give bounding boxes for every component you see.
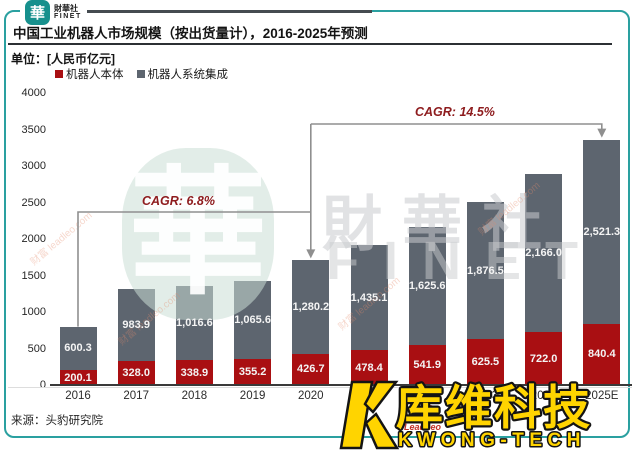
value-label: 625.5 [471,356,500,369]
axis-shadow-line [8,387,632,388]
bar-2017-system-integration: 983.9 [117,289,155,362]
legend-item-1: 机器人系统集成 [136,66,229,82]
x-tick-2023: 2023 [472,390,499,402]
value-label: 2,521.3 [583,225,621,238]
value-label: 200.1 [64,371,92,384]
y-tick-1500: 1500 [21,269,46,282]
legend-item-0: 机器人本体 [55,66,124,82]
bar-2016-system-integration: 600.3 [59,326,97,371]
value-label: 1,435.1 [350,291,388,304]
finet-logo: 華 財華社 FINET [20,0,87,25]
value-label: 426.7 [297,363,325,376]
value-label: 600.3 [64,342,92,355]
bar-2021-robot-body: 478.4 [350,350,388,385]
y-tick-2000: 2000 [21,233,46,245]
bar-2022-robot-body: 541.9 [408,345,446,385]
value-label: 2,166.0 [525,247,562,260]
source-note: 来源：头豹研究院 [11,415,103,427]
brand-name-cn: 財華社 [54,3,78,13]
y-tick-3500: 3500 [21,123,46,136]
bar-2020-system-integration: 1,280.2 [292,260,330,354]
x-tick-2022: 2022 [414,390,440,402]
y-tick-500: 500 [27,342,46,355]
brand-name-en: FINET [54,12,82,20]
value-label: 355.2 [238,366,267,379]
value-label: 1,280.2 [292,301,330,314]
bar-2020-robot-body: 426.7 [292,353,330,385]
x-tick-2020: 2020 [298,390,324,402]
value-label: 840.4 [588,348,616,361]
header-rule [72,10,372,13]
bar-2025E-robot-body: 840.4 [583,323,621,385]
y-tick-2500: 2500 [21,196,46,209]
x-tick-2019: 2019 [239,390,266,402]
cagr-label-2020-2025: CAGR: 14.5% [415,105,495,119]
y-tick-0: 0 [39,379,46,391]
kwong-tech-en: KWONG-TECH [398,430,586,451]
x-tick-2016: 2016 [65,390,91,402]
bar-2019-system-integration: 1,065.6 [234,281,272,360]
leadleo-label: LeadLeo [404,422,442,432]
y-tick-3000: 3000 [21,160,46,172]
value-label: 1,065.6 [234,314,271,327]
finet-logo-text: 財華社 FINET [54,3,82,21]
chart-title: 中国工业机器人市场规模（按出货量计），2016-2025年预测 [13,26,368,41]
value-label: 478.4 [355,361,383,374]
legend: 机器人本体 机器人系统集成 [55,66,228,82]
kwong-tech-logo: LeadLeo 库维科技 KWONG-TECH [336,379,640,452]
legend-label: 机器人本体 [66,69,124,81]
kwong-k-icon [339,380,400,450]
leadleo-mark: LeadLeo [404,405,442,432]
cagr-label-2016-2020: CAGR: 6.8% [142,194,215,208]
value-label: 541.9 [413,359,441,372]
x-axis-line [50,384,632,387]
value-label: 722.0 [529,352,558,365]
value-label: 983.9 [122,319,150,332]
kwong-tech-cn: 库维科技 [396,381,592,434]
x-tick-2024: 2024 [530,390,557,402]
bar-2019-robot-body: 355.2 [234,359,272,385]
bar-2023-system-integration: 1,876.5 [466,202,504,340]
bar-2018-robot-body: 338.9 [175,360,213,385]
legend-swatch [136,70,145,78]
value-label: 338.9 [180,366,209,379]
legend-swatch [55,70,63,78]
title-underline [8,43,612,45]
bar-2024-robot-body: 722.0 [525,332,563,385]
bar-2024-system-integration: 2,166.0 [525,174,563,333]
y-tick-4000: 4000 [21,87,46,99]
bar-2016-robot-body: 200.1 [59,370,97,385]
bar-2025E-system-integration: 2,521.3 [583,139,621,324]
value-label: 328.0 [122,367,150,380]
x-tick-2025E: 2025E [585,390,619,402]
bar-2021-system-integration: 1,435.1 [350,245,388,351]
x-tick-2018: 2018 [181,390,208,402]
y-tick-1000: 1000 [21,306,46,318]
bar-2018-system-integration: 1,016.6 [175,286,213,361]
legend-label: 机器人系统集成 [147,69,229,81]
x-tick-2017: 2017 [123,390,149,402]
bar-2017-robot-body: 328.0 [117,361,155,385]
unit-label: 单位：[人民币亿元] [11,52,115,66]
value-label: 1,016.6 [176,317,213,330]
value-label: 1,625.6 [408,280,446,293]
bar-2023-robot-body: 625.5 [466,339,504,385]
finet-logo-icon: 華 [25,0,50,25]
value-label: 1,876.5 [467,264,504,277]
bar-2022-system-integration: 1,625.6 [408,226,446,346]
